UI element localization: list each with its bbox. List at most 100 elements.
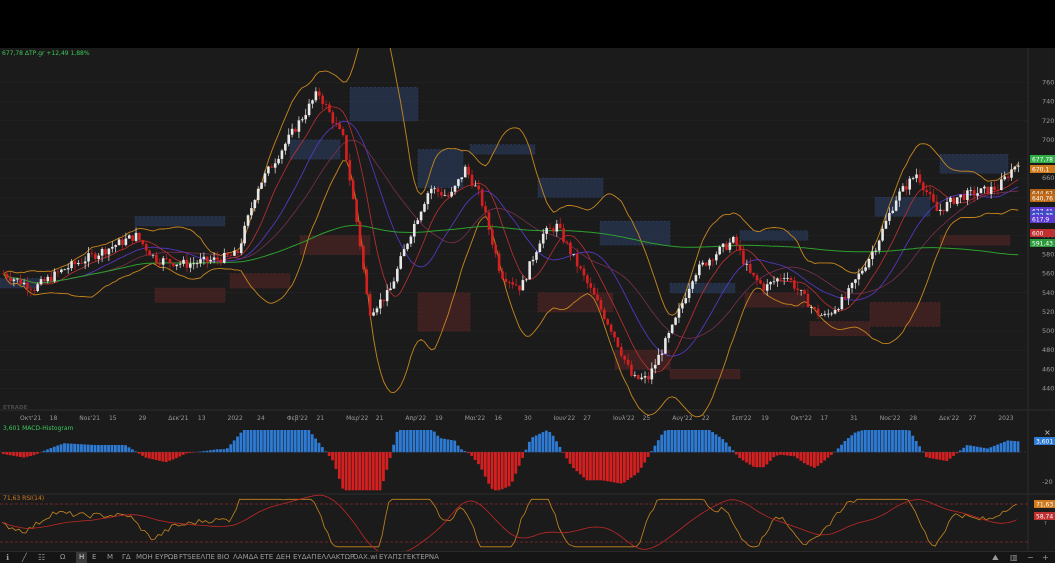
toolbar-item[interactable]: ΕΛΠΕ xyxy=(196,553,215,561)
candle-body xyxy=(670,324,674,334)
candle-body xyxy=(273,163,277,168)
macd-bar xyxy=(829,452,833,455)
draw-line-icon[interactable]: ╱ xyxy=(22,553,27,562)
macd-bar xyxy=(633,452,636,476)
zoom-in-icon[interactable]: + xyxy=(1042,553,1049,562)
macd-bar xyxy=(616,452,619,483)
candle-body xyxy=(396,268,399,282)
candle-body xyxy=(752,272,755,276)
macd-bar xyxy=(690,430,694,453)
macd-bar xyxy=(56,445,60,453)
macd-bar xyxy=(731,450,735,453)
macd-bar xyxy=(887,430,891,453)
candle-body xyxy=(983,186,986,189)
toolbar-item[interactable]: ΕΛΛΑΚΤΩΡ xyxy=(317,553,355,561)
toolbar-item[interactable]: ΒΙΟ xyxy=(217,553,230,561)
time-label: 15 xyxy=(109,415,117,422)
toolbar-item[interactable]: Ε xyxy=(92,553,97,561)
toolbar-item[interactable]: Η xyxy=(76,552,88,563)
candle-body xyxy=(338,123,341,129)
toolbar-item[interactable]: ΕΥΡΩΒ xyxy=(155,553,179,561)
macd-bar xyxy=(487,452,491,484)
candle-body xyxy=(823,313,827,315)
time-label: Ιουλ'22 xyxy=(613,415,635,422)
candle-body xyxy=(5,273,9,278)
candle-body xyxy=(776,278,779,282)
macd-bar xyxy=(877,430,881,453)
macd-bar xyxy=(212,449,216,453)
bar-chart-icon[interactable]: ▥ xyxy=(1010,553,1018,562)
candle-body xyxy=(399,256,403,269)
toolbar-item[interactable]: ΓΔ xyxy=(122,553,131,561)
time-label: 21 xyxy=(376,415,384,422)
toolbar-item[interactable]: Μ xyxy=(107,553,114,561)
macd-bar xyxy=(772,452,776,458)
macd-bar xyxy=(663,430,667,453)
macd-bar xyxy=(578,452,582,475)
macd-bar xyxy=(1006,440,1010,453)
toolbar-item[interactable]: ΕΤΕ xyxy=(260,553,274,561)
candle-body xyxy=(165,258,168,260)
candle-body xyxy=(416,220,419,224)
macd-bar xyxy=(147,452,151,459)
time-label: 30 xyxy=(524,415,532,422)
macd-bar xyxy=(290,430,294,453)
time-label: 19 xyxy=(435,415,443,422)
toolbar-item[interactable]: Ω xyxy=(60,553,66,561)
grid-layout-icon[interactable]: ☷ xyxy=(38,553,46,562)
candle-body xyxy=(2,273,5,275)
time-label: Νοε'21 xyxy=(79,415,100,422)
candle-body xyxy=(168,259,172,263)
candle-body xyxy=(87,253,90,262)
candle-body xyxy=(317,91,321,96)
toolbar-item[interactable]: ΔΕΗ xyxy=(276,553,291,561)
candle-body xyxy=(945,202,949,212)
macd-bar xyxy=(650,451,653,453)
macd-bar xyxy=(256,430,260,453)
candle-body xyxy=(843,296,847,299)
rsi-signal xyxy=(1,494,1017,555)
time-label: Οκτ'21 xyxy=(20,415,41,422)
macd-bar xyxy=(388,452,392,458)
candle-body xyxy=(575,253,579,267)
macd-bar xyxy=(606,452,609,482)
macd-bar xyxy=(419,430,423,453)
macd-bar xyxy=(276,430,280,453)
toolbar-item[interactable]: ΓΕΚΤΕΡΝΑ xyxy=(403,553,439,561)
toolbar-item[interactable]: ΛΑΜΔΑ xyxy=(233,553,259,561)
candle-body xyxy=(477,185,481,190)
candle-body xyxy=(660,353,664,355)
time-label: Απρ'22 xyxy=(405,415,426,422)
macd-bar xyxy=(904,430,908,453)
zone-box xyxy=(154,287,226,303)
macd-bar xyxy=(955,452,959,454)
candle-body xyxy=(833,310,837,314)
toolbar-item[interactable]: FTSE xyxy=(179,553,197,561)
candle-body xyxy=(219,259,223,263)
toolbar-item[interactable]: ΜΟΗ xyxy=(136,553,153,561)
macd-bar xyxy=(460,449,463,453)
candle-body xyxy=(46,276,50,282)
candle-body xyxy=(925,190,928,193)
candle-body xyxy=(463,166,467,178)
macd-bar xyxy=(874,430,877,453)
toolbar-item[interactable]: ΕΥΔΑΠ xyxy=(293,553,317,561)
macd-bar xyxy=(293,430,297,453)
candle-body xyxy=(949,197,952,203)
candle-body xyxy=(501,271,504,279)
chart-type-icon[interactable]: ⛰ xyxy=(992,553,999,562)
macd-bar xyxy=(908,430,911,453)
macd-bar xyxy=(809,452,813,467)
bollinger-lower xyxy=(3,160,1019,418)
zoom-out-icon[interactable]: − xyxy=(1027,553,1034,562)
info-icon[interactable]: ℹ xyxy=(6,553,10,562)
close-icon[interactable]: × xyxy=(1044,428,1051,437)
macd-bar xyxy=(612,452,616,483)
toolbar-item[interactable]: DAX.wi xyxy=(353,553,378,561)
toolbar-item[interactable]: ΕΥΑΠΣ xyxy=(379,553,403,561)
candle-body xyxy=(155,254,158,264)
top-black-bar xyxy=(0,0,1055,48)
macd-bar xyxy=(823,452,826,461)
